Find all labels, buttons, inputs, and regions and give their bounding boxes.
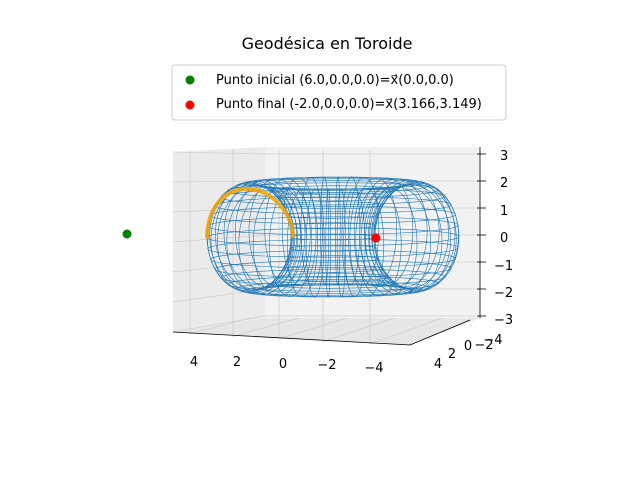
grid-line-x-floor	[322, 317, 395, 342]
torus-parallel-line	[227, 275, 439, 292]
geodesic-curve	[205, 186, 295, 239]
legend-entry-final: Punto final (-2.0,0.0,0.0)=x⃗(3.166,3.14…	[216, 97, 482, 112]
grid-line-x-floor	[232, 317, 299, 337]
torus-parallel-line	[276, 192, 390, 202]
grid-line-z-left	[172, 234, 266, 243]
torus-parallel-line	[261, 180, 405, 191]
x-tick-label: −2	[317, 358, 336, 373]
torus-parallel-line	[253, 177, 413, 190]
chart-title: Geodésica en Toroide	[242, 34, 413, 53]
tick-marks	[477, 153, 486, 317]
grid-line-z-left	[172, 207, 266, 213]
torus-parallel-line	[261, 282, 405, 294]
z-tick-labels: 3 2 1 0 −1 −2 −3	[494, 149, 513, 328]
z-tick-label: −1	[494, 259, 513, 274]
grid-line-x-floor	[189, 317, 251, 335]
legend-box	[171, 64, 507, 121]
x-tick-label: 4	[190, 355, 198, 370]
torus-parallel-line	[235, 178, 431, 193]
x-tick-label: −4	[364, 361, 383, 376]
x-tick-label: 0	[279, 357, 287, 372]
legend: Punto inicial (6.0,0.0,0.0)=x⃗(0.0,0.0) …	[171, 64, 507, 121]
point-final	[371, 233, 381, 243]
y-axis-line	[409, 319, 471, 346]
y-tick-label: 2	[448, 347, 456, 362]
torus-parallel-line	[207, 239, 459, 258]
torus-parallel-line	[207, 216, 459, 235]
torus-parallel-line	[289, 244, 377, 252]
torus-parallel-line	[269, 278, 397, 289]
torus-parallel-line	[286, 211, 380, 219]
torus-parallel-line	[235, 281, 431, 296]
y-tick-labels: 4 2 0 −2 −4	[434, 333, 503, 372]
torus-parallel-line	[244, 176, 422, 190]
z-tick-label: 2	[500, 176, 508, 191]
scatter-points	[122, 229, 381, 243]
torus-parallel-line	[289, 222, 377, 230]
grid-line-x-floor	[369, 317, 443, 345]
x-tick-labels: 4 2 0 −2 −4	[190, 355, 384, 376]
torus-parallel-line	[206, 227, 460, 247]
legend-marker-initial	[185, 75, 195, 85]
torus-parallel-line	[214, 196, 452, 215]
point-initial	[122, 229, 132, 239]
legend-marker-final	[185, 100, 195, 110]
x-axis-line	[172, 331, 411, 346]
z-tick-label: 0	[500, 231, 508, 246]
torus-parallel-line	[220, 188, 446, 206]
z-tick-label: −2	[494, 286, 513, 301]
x-tick-label: 2	[233, 355, 241, 370]
grid-line-z-left	[172, 315, 266, 333]
torus-parallel-line	[227, 182, 439, 198]
z-tick-label: 1	[500, 204, 508, 219]
grid-line-x-floor	[278, 317, 347, 340]
z-tick-label: −3	[494, 313, 513, 328]
z-tick-label: 3	[500, 149, 508, 164]
grid-line-z-left	[172, 151, 266, 155]
torus-parallel-line	[282, 264, 384, 273]
torus-parallel-line	[214, 259, 452, 278]
legend-entry-initial: Punto inicial (6.0,0.0,0.0)=x⃗(0.0,0.0)	[216, 73, 454, 88]
torus-parallel-line	[253, 284, 413, 297]
torus-parallel-line	[210, 249, 456, 269]
y-tick-label: −4	[483, 333, 502, 348]
torus-wireframe	[206, 176, 460, 298]
torus-parallel-line	[282, 201, 384, 210]
torus-parallel-line	[220, 268, 446, 286]
torus-parallel-line	[210, 206, 456, 225]
y-tick-label: 4	[434, 357, 442, 372]
y-tick-label: 0	[464, 339, 472, 354]
floor-pane	[173, 318, 480, 345]
left-pane	[173, 147, 265, 332]
torus-parallel-line	[286, 255, 380, 263]
y-tick-label: −2	[474, 338, 493, 353]
